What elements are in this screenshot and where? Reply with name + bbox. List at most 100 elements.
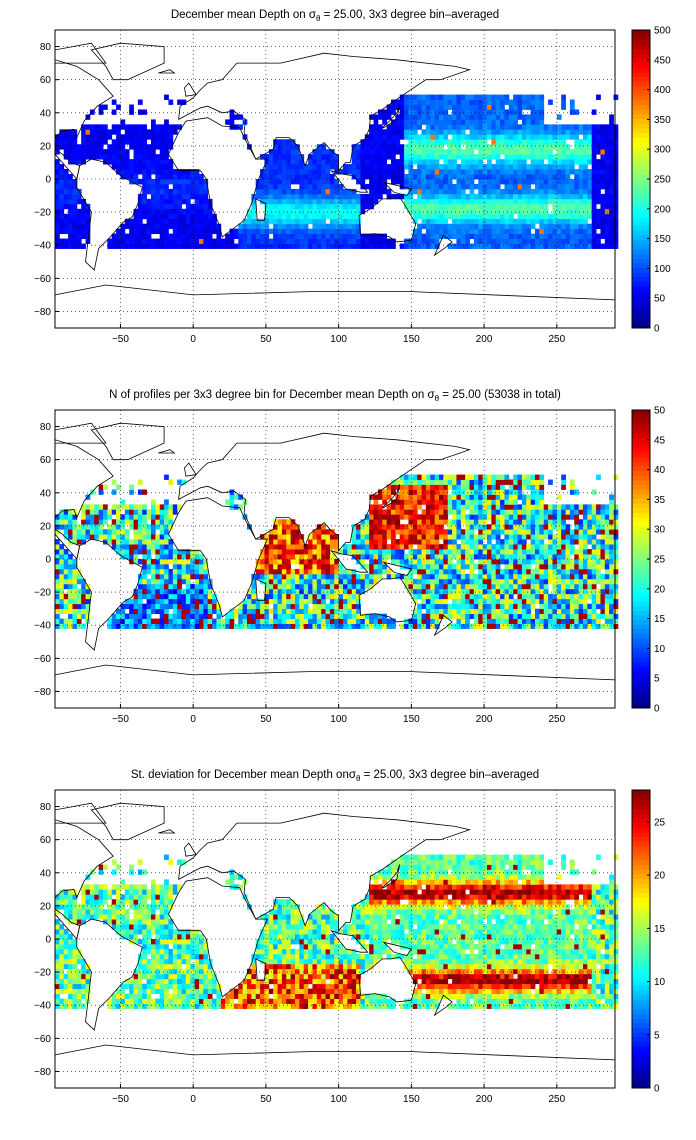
data-cell [395,519,401,525]
data-cell [142,208,148,215]
data-cell [229,109,235,115]
data-cell [417,573,422,580]
data-cell [268,198,274,205]
data-cell [190,568,196,575]
data-cell [548,238,553,244]
data-cell [487,544,492,550]
data-cell [517,179,523,185]
data-cell [543,149,549,155]
data-cell [308,544,313,550]
data-cell [181,223,187,230]
data-cell [399,243,405,249]
data-cell [543,218,549,225]
data-cell [391,169,396,175]
data-cell [578,129,584,135]
data-cell [491,228,497,235]
data-cell [303,623,309,629]
data-cell [465,563,470,570]
data-cell [487,179,492,185]
data-cell [517,504,523,510]
data-cell [124,223,130,230]
data-cell [504,144,510,150]
data-cell [521,559,527,565]
data-cell [137,164,143,170]
data-cell [360,238,366,244]
data-cell [526,524,532,530]
data-cell [63,573,69,580]
data-cell [456,509,462,515]
data-cell [452,134,457,140]
data-cell [203,598,209,605]
data-cell [268,228,274,235]
data-cell [613,139,619,145]
data-cell [425,479,431,485]
data-cell [55,524,60,530]
data-cell [386,618,392,624]
data-cell [495,583,501,590]
data-cell [452,243,457,249]
data-cell [185,228,191,235]
data-cell [447,119,453,125]
data-cell [500,104,505,110]
data-cell [469,124,475,130]
data-cell [329,598,335,605]
data-cell [273,559,278,565]
data-cell [487,534,492,540]
data-cell [482,559,488,565]
data-cell [159,179,165,185]
data-cell [364,183,370,190]
data-cell [251,608,257,615]
data-cell [460,233,466,239]
data-cell [290,188,296,195]
data-cell [487,183,492,190]
data-cell [443,94,449,100]
data-cell [290,623,296,629]
data-cell [552,198,558,205]
data-cell [452,228,457,235]
data-cell [124,174,130,180]
data-cell [129,549,134,555]
data-cell [491,218,497,225]
colorbar-segment [632,123,650,129]
data-cell [168,144,174,150]
data-cell [312,174,318,180]
data-cell [495,169,501,175]
data-cell [312,539,318,545]
data-cell [460,568,466,575]
data-cell [495,519,501,525]
data-cell [124,154,130,160]
data-cell [338,193,344,200]
data-cell [133,228,139,235]
data-cell [343,549,348,555]
data-cell [609,174,614,180]
data-cell [517,174,523,180]
data-cell [604,164,610,170]
data-cell [220,243,226,249]
data-cell [199,233,204,239]
data-cell [452,489,457,495]
data-cell [94,134,100,140]
data-cell [329,174,335,180]
data-cell [421,164,427,170]
data-cell [569,109,575,115]
data-cell [596,144,601,150]
data-cell [574,154,580,160]
data-cell [273,519,278,525]
data-cell [308,233,313,239]
data-cell [373,539,379,545]
colorbar-segment [632,290,650,296]
data-cell [495,233,501,239]
data-cell [260,618,265,624]
data-cell [103,514,108,520]
data-cell [500,529,505,535]
data-cell [535,139,540,145]
data-cell [260,218,265,225]
data-cell [561,188,566,195]
colorbar-segment [632,30,650,36]
data-cell [460,159,466,165]
data-cell [469,479,475,485]
data-cell [408,563,414,570]
data-cell [295,188,300,195]
data-cell [316,228,322,235]
data-cell [600,203,606,210]
